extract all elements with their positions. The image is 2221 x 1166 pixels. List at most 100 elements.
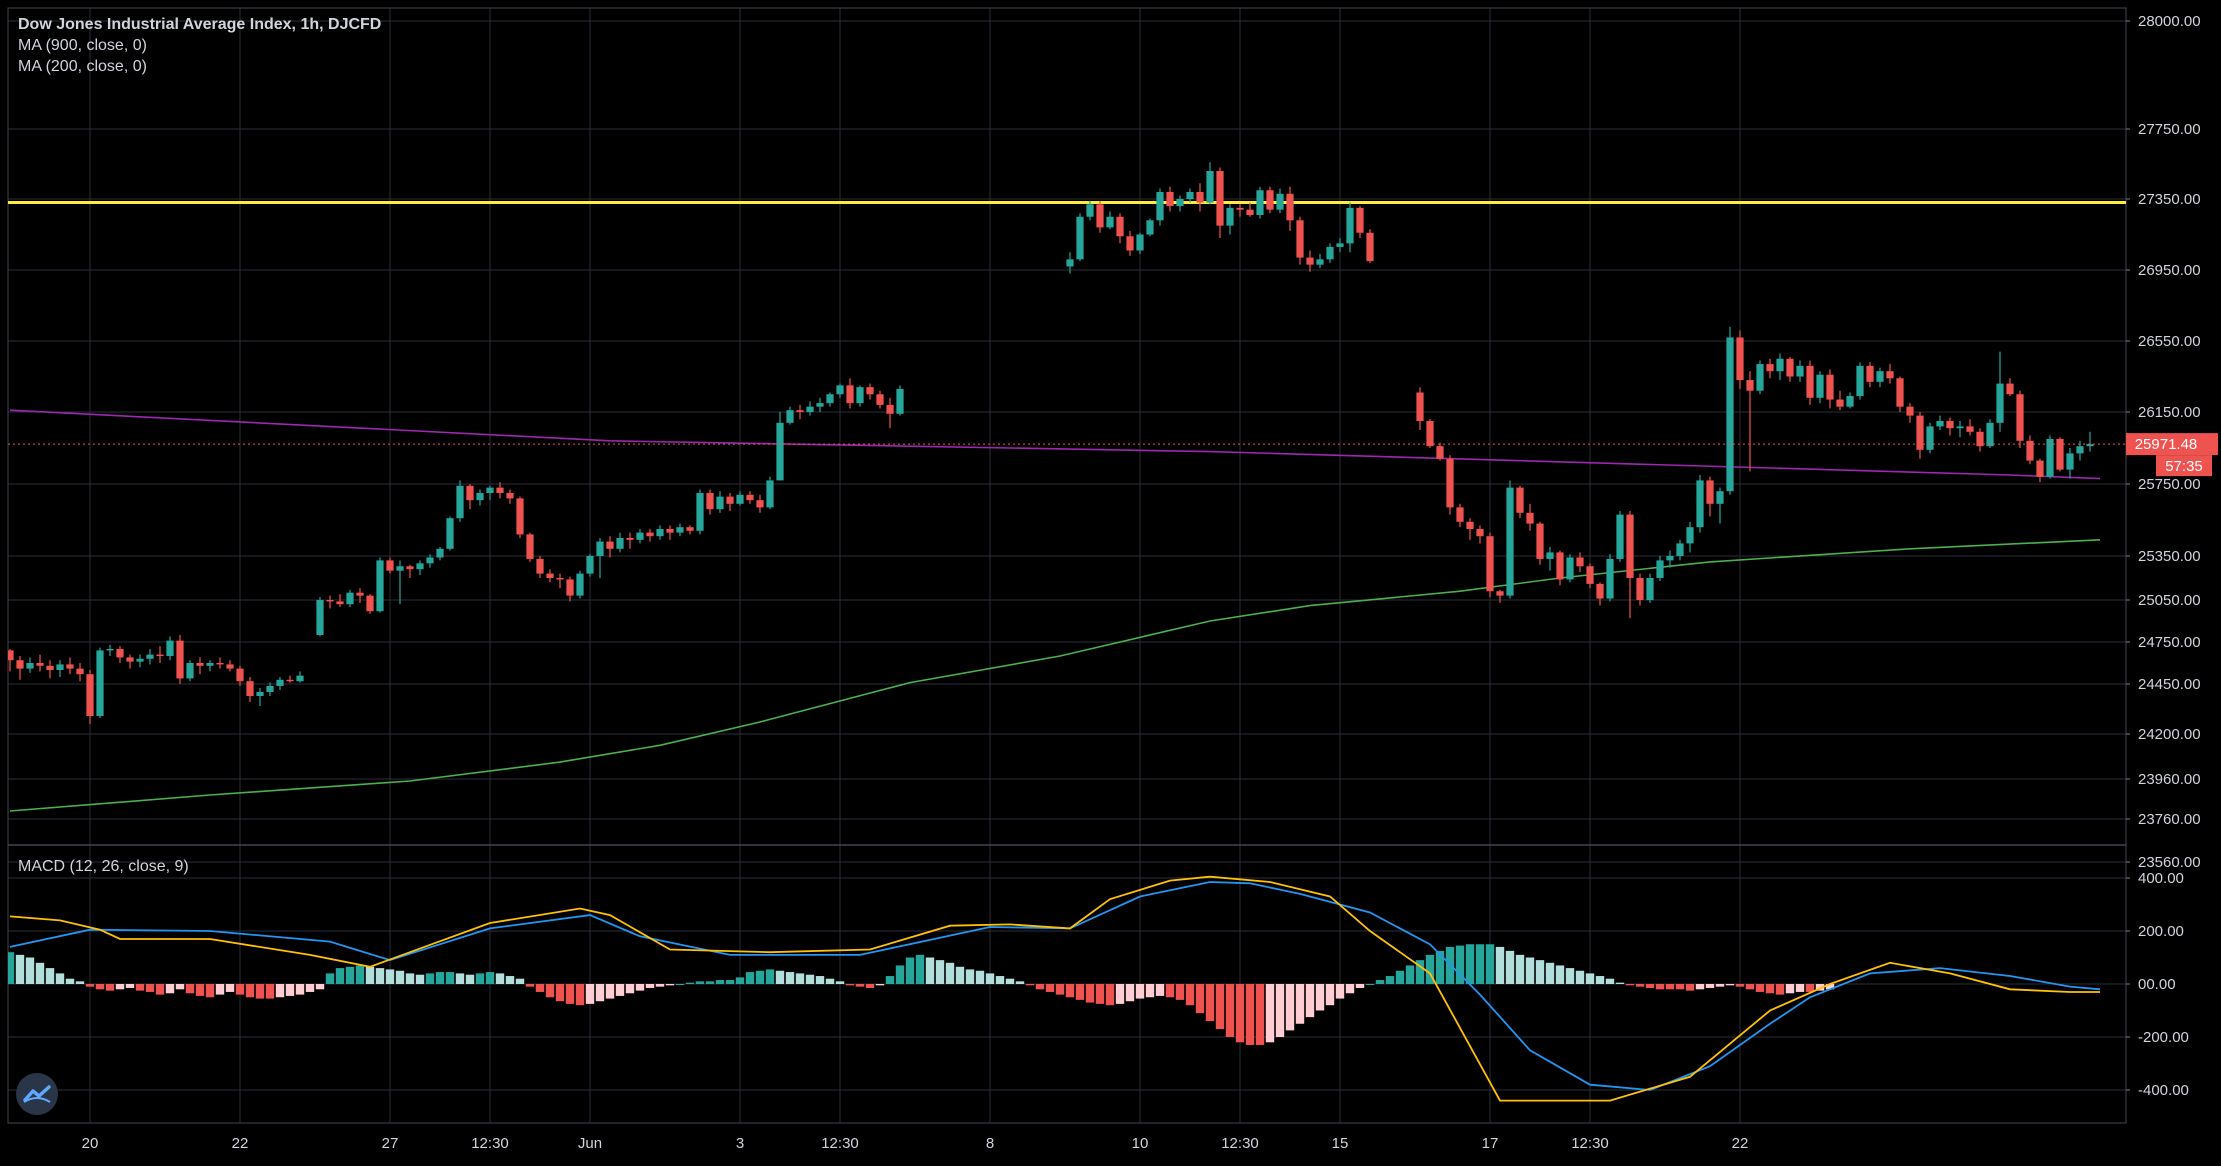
histogram-bar xyxy=(1245,984,1255,1045)
histogram-bar xyxy=(825,978,835,984)
histogram-bar xyxy=(765,969,775,984)
candle-body xyxy=(1076,216,1084,260)
candle-body xyxy=(2016,394,2024,441)
histogram-bar xyxy=(1145,984,1155,998)
candle-body xyxy=(1216,171,1224,226)
histogram-bar xyxy=(215,984,225,995)
candle xyxy=(446,516,454,551)
candle xyxy=(226,660,234,672)
candle-body xyxy=(1646,578,1654,600)
candle xyxy=(826,392,834,407)
candle xyxy=(886,397,894,429)
histogram-bar xyxy=(1645,984,1655,988)
candle-body xyxy=(1936,421,1944,427)
candle-body xyxy=(416,563,424,570)
histogram-bar xyxy=(1455,945,1465,984)
histogram-bar xyxy=(1095,984,1105,1004)
histogram-bar xyxy=(285,984,295,996)
candle-body xyxy=(2086,444,2094,447)
candle-body xyxy=(786,410,794,423)
countdown-badge xyxy=(2156,455,2212,477)
histogram-bar xyxy=(685,982,695,984)
candle-body xyxy=(686,527,694,531)
histogram-bar xyxy=(1065,984,1075,998)
histogram-bar xyxy=(1135,984,1145,999)
candle-body xyxy=(1686,527,1694,544)
histogram-bar xyxy=(415,974,425,984)
candle xyxy=(1896,376,1904,412)
time-axis-label: 17 xyxy=(1482,1135,1499,1152)
candle xyxy=(1516,485,1524,519)
histogram-bar xyxy=(1575,970,1585,984)
histogram-bar xyxy=(155,984,165,995)
candle xyxy=(106,644,114,656)
candle xyxy=(1306,250,1314,272)
candle-body xyxy=(1346,207,1354,244)
candle-body xyxy=(2056,439,2064,470)
candle xyxy=(2066,448,2074,479)
candle xyxy=(876,390,884,409)
candle xyxy=(1466,518,1474,540)
histogram-bar xyxy=(1345,984,1355,994)
histogram-bar xyxy=(665,984,675,986)
candle xyxy=(1226,204,1234,235)
candle-body xyxy=(1096,204,1104,228)
candle xyxy=(1076,213,1084,262)
candle xyxy=(486,485,494,501)
price-axis-label: 27750.00 xyxy=(2138,121,2201,138)
candle-body xyxy=(1206,171,1214,203)
candle xyxy=(1776,353,1784,381)
candle-body xyxy=(1496,591,1504,596)
candle xyxy=(536,556,544,578)
candle-body xyxy=(1696,480,1704,528)
candle xyxy=(146,649,154,665)
candle xyxy=(1806,360,1814,405)
candle-body xyxy=(26,663,34,669)
candle-body xyxy=(1576,557,1584,567)
histogram-bar xyxy=(485,972,495,984)
histogram-bar xyxy=(1715,984,1725,987)
histogram-bar xyxy=(1305,984,1315,1018)
candle xyxy=(406,564,414,578)
histogram-bar xyxy=(1105,984,1115,1006)
candle xyxy=(506,489,514,504)
time-axis-label: Jun xyxy=(578,1135,602,1152)
candle-body xyxy=(826,394,834,404)
candle xyxy=(186,660,194,682)
candle xyxy=(1996,351,2004,432)
candle xyxy=(1286,186,1294,231)
candle-body xyxy=(16,660,24,669)
candle xyxy=(1976,428,1984,452)
candle xyxy=(1576,552,1584,573)
histogram-bar xyxy=(715,980,725,984)
candle xyxy=(286,675,294,683)
candle xyxy=(1906,403,1914,423)
candle xyxy=(316,597,324,637)
histogram-bar xyxy=(855,984,865,987)
histogram-bar xyxy=(455,973,465,984)
histogram-bar xyxy=(125,984,135,988)
histogram-bar xyxy=(275,984,285,998)
histogram-bar xyxy=(1085,984,1095,1003)
candle xyxy=(96,647,104,718)
candle xyxy=(806,401,814,416)
histogram-bar xyxy=(905,957,915,984)
tradingview-cloud-icon[interactable] xyxy=(16,1073,58,1115)
candle xyxy=(1086,200,1094,221)
ma900-legend: MA (900, close, 0) xyxy=(18,37,147,54)
histogram-bar xyxy=(175,984,185,990)
candle xyxy=(1646,573,1654,603)
price-axis: 28000.00 27750.00 27350.00 26950.00 26550.00… xyxy=(2126,13,2201,871)
candle xyxy=(856,385,864,407)
candle-body xyxy=(116,649,124,658)
histogram-bar xyxy=(315,984,325,990)
candle-body xyxy=(1086,204,1094,217)
histogram-bar xyxy=(235,984,245,995)
candle xyxy=(196,657,204,675)
histogram-bar xyxy=(1795,984,1805,992)
histogram-bar xyxy=(465,974,475,984)
histogram-bar xyxy=(55,973,65,984)
candle-body xyxy=(1776,358,1784,372)
histogram-bar xyxy=(1005,978,1015,984)
